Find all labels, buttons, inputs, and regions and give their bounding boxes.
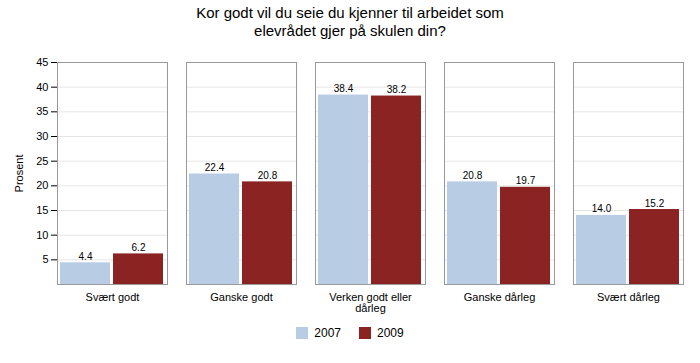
svg-text:35: 35: [36, 105, 48, 117]
svg-text:19.7: 19.7: [516, 175, 536, 186]
svg-text:30: 30: [36, 130, 48, 142]
svg-text:38.4: 38.4: [334, 83, 354, 94]
svg-text:4.4: 4.4: [79, 251, 93, 262]
svg-text:15: 15: [36, 204, 48, 216]
svg-text:38.2: 38.2: [387, 84, 407, 95]
svg-text:5: 5: [42, 253, 48, 265]
svg-text:22.4: 22.4: [205, 162, 225, 173]
svg-text:Svært dårleg: Svært dårleg: [597, 291, 660, 303]
svg-text:Verken godt ellerdårleg: Verken godt ellerdårleg: [329, 291, 412, 314]
svg-text:Prosent: Prosent: [13, 155, 25, 193]
html-text:2009: 2009: [377, 326, 404, 340]
svg-text:Ganske godt: Ganske godt: [210, 291, 272, 303]
svg-text:15.2: 15.2: [645, 198, 665, 209]
svg-text:20: 20: [36, 179, 48, 191]
svg-text:14.0: 14.0: [592, 203, 612, 214]
html-text:Kor godt vil du seie du kjenne: Kor godt vil du seie du kjenner til arbe…: [196, 4, 504, 39]
svg-text:Svært godt: Svært godt: [86, 291, 140, 303]
svg-text:45: 45: [36, 56, 48, 68]
svg-text:Ganske dårleg: Ganske dårleg: [464, 291, 536, 303]
svg-text:10: 10: [36, 229, 48, 241]
svg-text:6.2: 6.2: [132, 242, 146, 253]
svg-text:20.8: 20.8: [463, 170, 483, 181]
html-text:2007: 2007: [314, 326, 341, 340]
svg-text:40: 40: [36, 81, 48, 93]
svg-text:25: 25: [36, 155, 48, 167]
svg-text:20.8: 20.8: [258, 170, 278, 181]
